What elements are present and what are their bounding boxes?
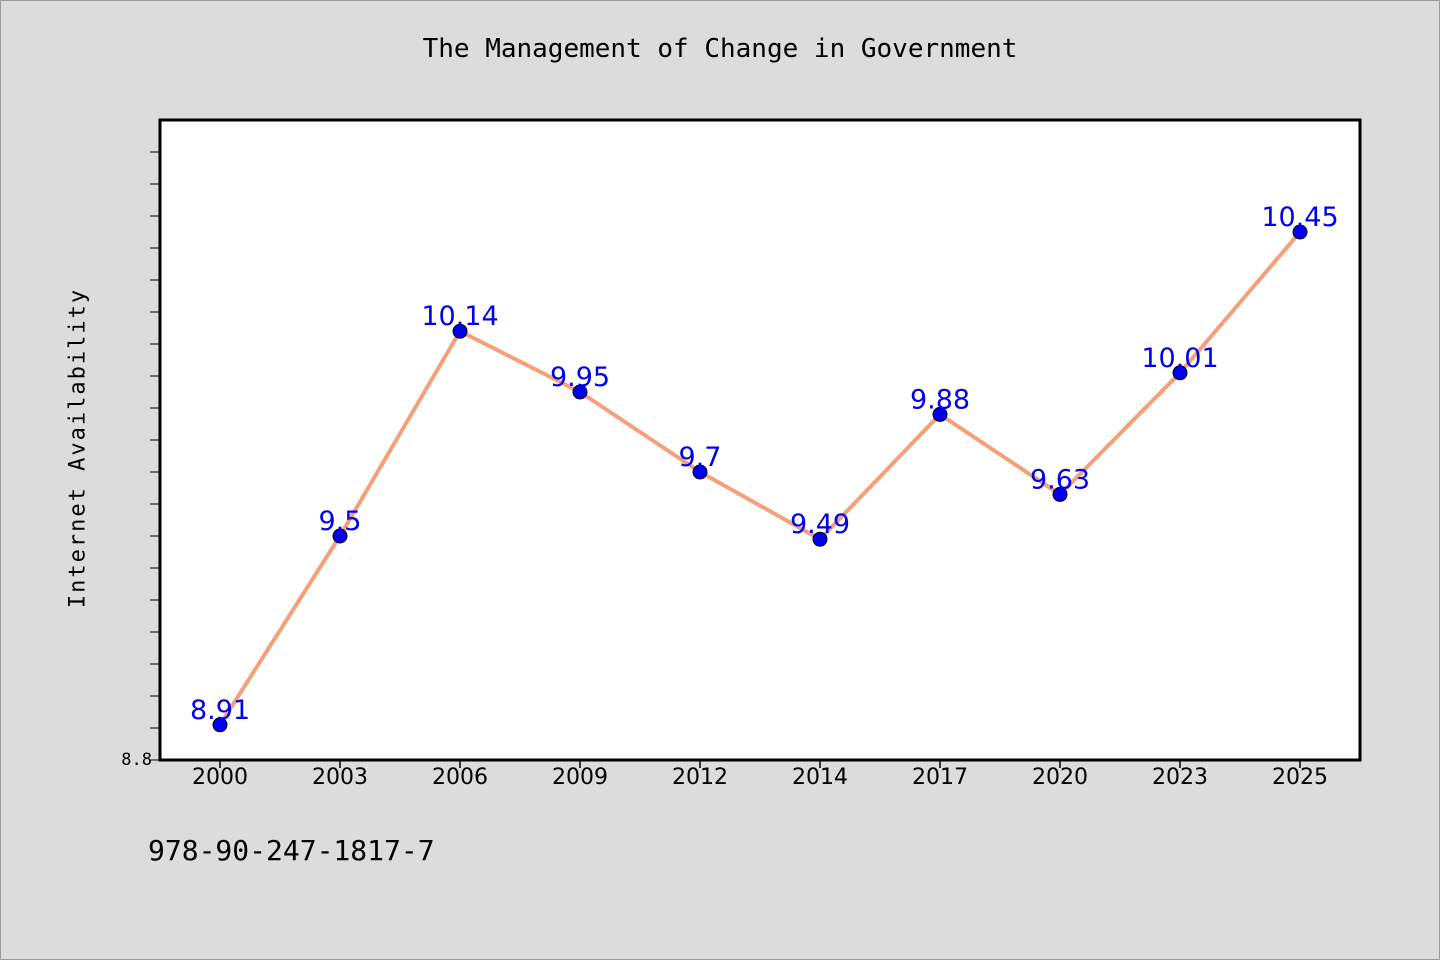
data-label: 9.49 (790, 509, 850, 540)
data-point (1052, 486, 1068, 502)
data-label: 10.01 (1141, 343, 1218, 374)
x-tick-label: 2000 (192, 765, 248, 790)
data-point (1172, 365, 1188, 381)
data-point (932, 406, 948, 422)
data-point (452, 323, 468, 339)
x-tick-label: 2006 (432, 765, 488, 790)
data-point (692, 464, 708, 480)
chart-title: The Management of Change in Government (422, 34, 1018, 64)
x-tick-label: 2025 (1272, 765, 1328, 790)
data-point (572, 384, 588, 400)
data-point (332, 528, 348, 544)
data-label: 10.45 (1261, 202, 1338, 233)
data-label: 9.63 (1030, 464, 1090, 495)
series-line (218, 230, 1302, 727)
data-point (812, 531, 828, 547)
y-tick-label: 8.8 (121, 750, 152, 770)
plot-area (158, 118, 1362, 762)
data-label: 9.5 (319, 506, 362, 537)
x-tick-label: 2020 (1032, 765, 1088, 790)
data-label: 8.91 (190, 695, 250, 726)
x-tick-label: 2003 (312, 765, 368, 790)
data-label: 9.95 (550, 362, 610, 393)
data-label: 9.88 (910, 384, 970, 415)
isbn-footnote: 978-90-247-1817-7 (148, 834, 435, 867)
data-label: 10.14 (421, 301, 498, 332)
x-tick-label: 2014 (792, 765, 848, 790)
data-point (1292, 224, 1308, 240)
data-point (212, 717, 228, 733)
x-tick-label: 2023 (1152, 765, 1208, 790)
x-tick-label: 2009 (552, 765, 608, 790)
data-label: 9.7 (679, 442, 722, 473)
x-tick-label: 2012 (672, 765, 728, 790)
x-tick-label: 2017 (912, 765, 968, 790)
